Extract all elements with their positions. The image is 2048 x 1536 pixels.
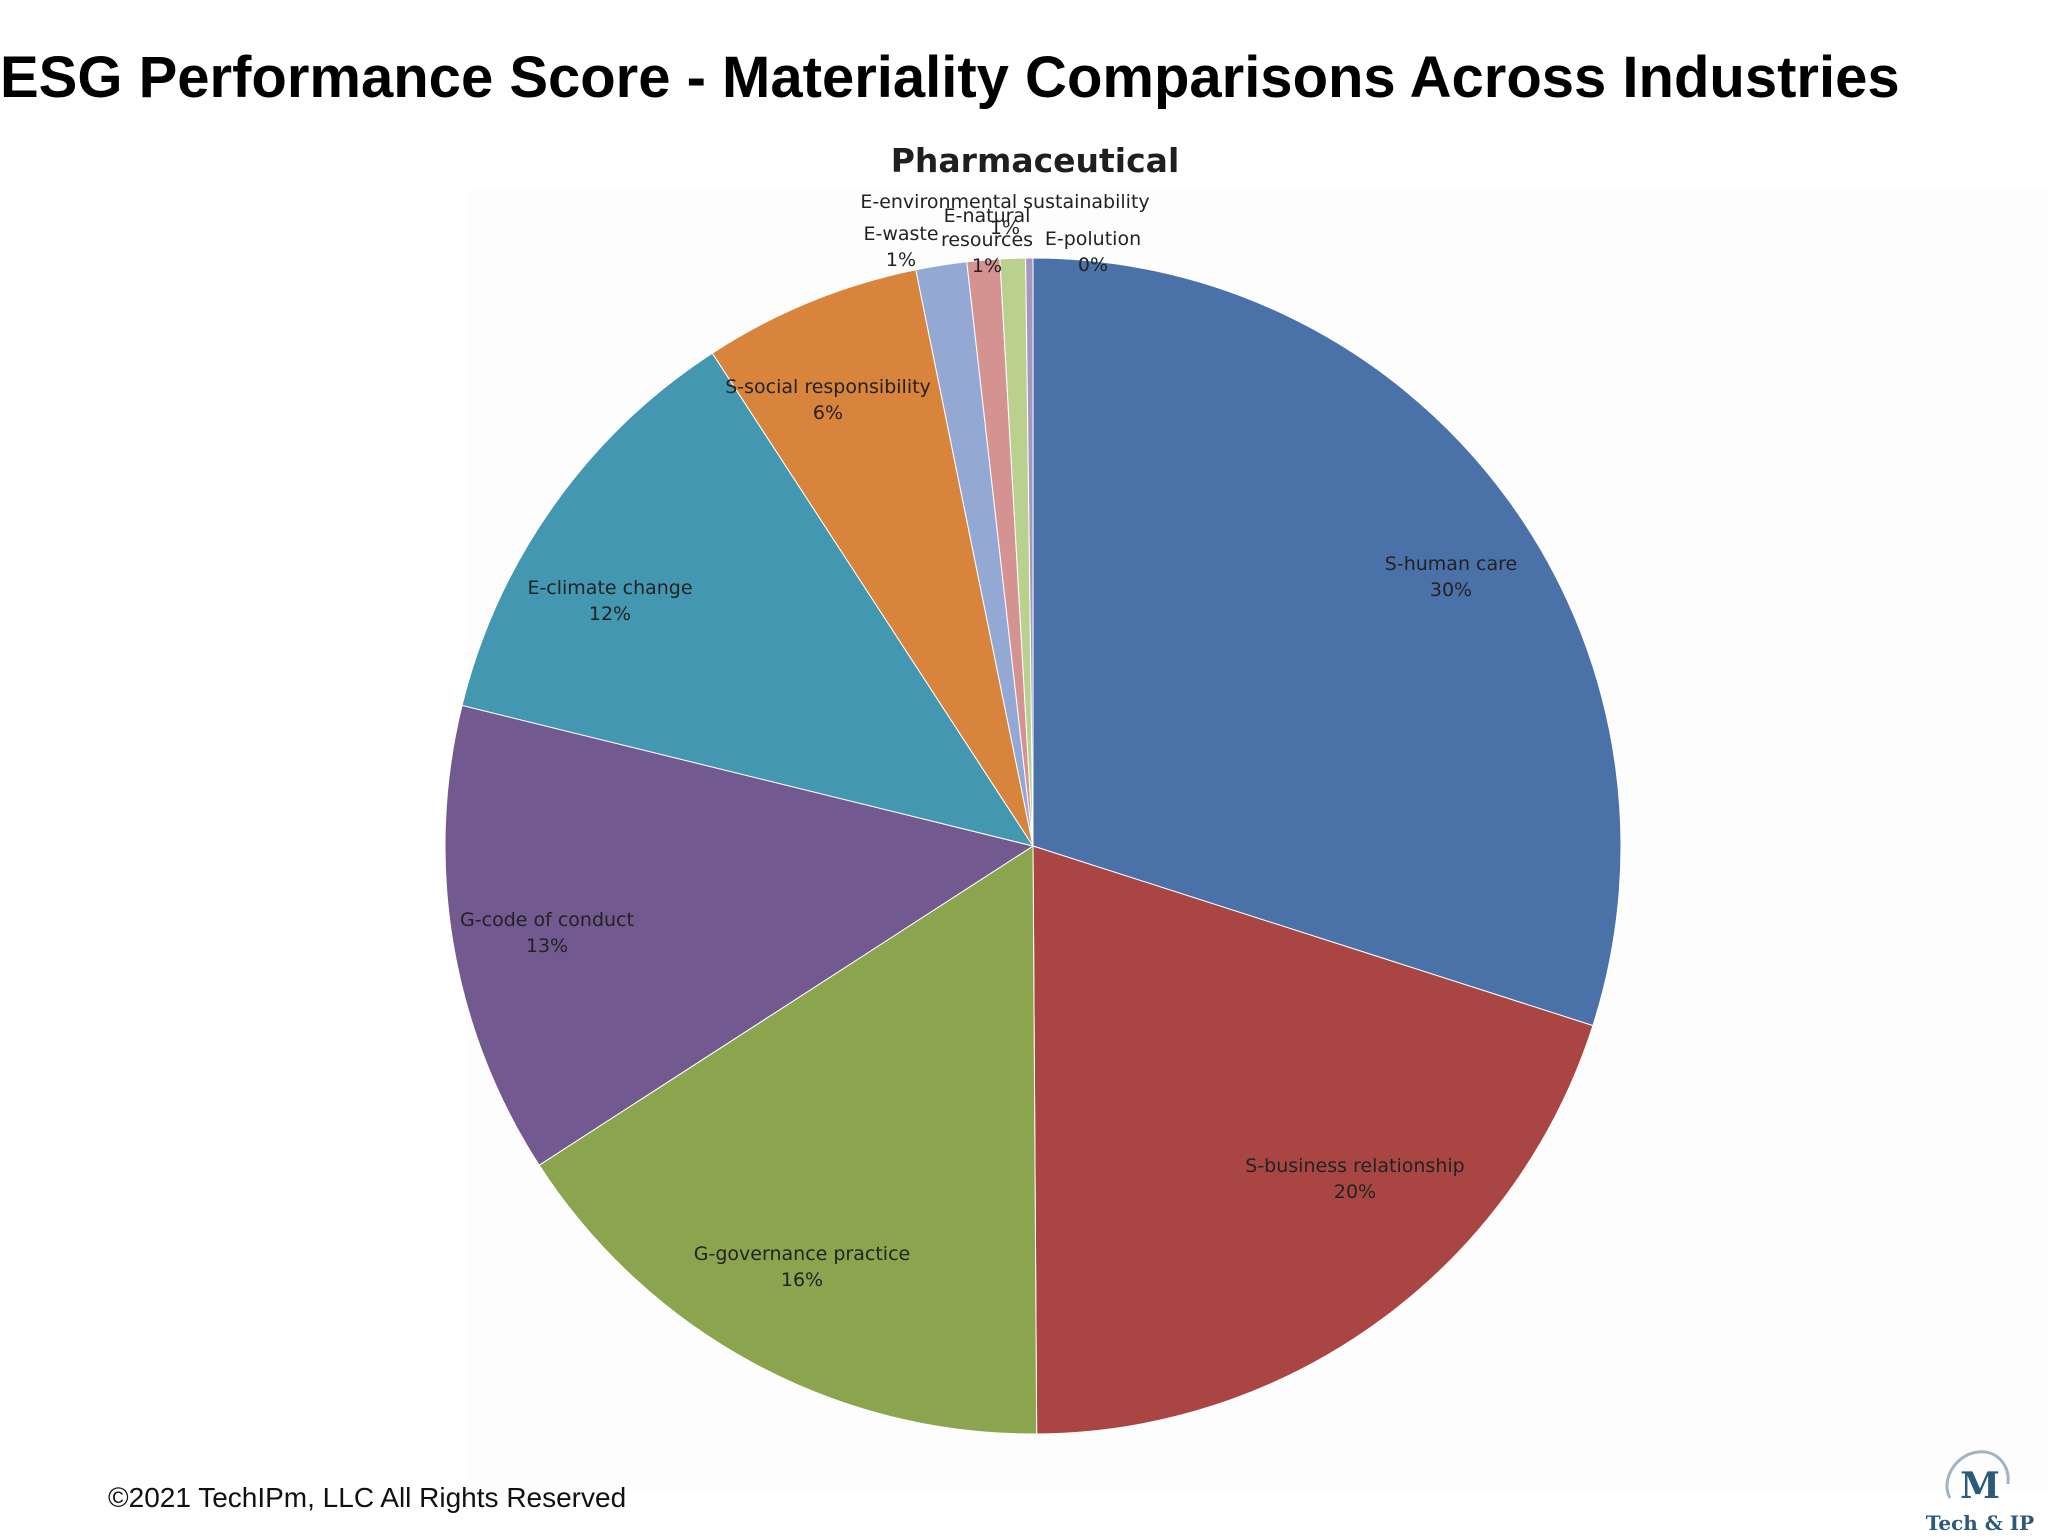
pie-slice-e-climate-change: [461, 352, 1035, 847]
slice-label-s-business-relationship: S-business relationship: [1245, 1155, 1464, 1177]
logo-text: Tech & IP: [1926, 1511, 2034, 1535]
slice-value-s-business-relationship: 20%: [1334, 1181, 1376, 1203]
pie-slice-e-polution: [1025, 257, 1034, 847]
copyright-footer: ©2021 TechIPm, LLC All Rights Reserved: [108, 1482, 627, 1513]
slice-value-e-natural-resources: 1%: [972, 255, 1002, 277]
tech-ip-logo: M Tech & IP: [1926, 1450, 2034, 1535]
slice-label-e-waste: E-waste: [863, 223, 938, 245]
slice-label-g-governance-practice: G-governance practice: [694, 1243, 910, 1265]
slice-label-e-natural-resources: E-natural: [944, 205, 1031, 227]
slice-label-e-climate-change: E-climate change: [527, 577, 692, 599]
pie-slice-s-social-responsibility: [711, 269, 1034, 847]
pie-slices: [444, 257, 1622, 1435]
pie-slice-s-human-care: [1032, 257, 1622, 1027]
pie-slice-g-code-of-conduct: [444, 704, 1035, 1166]
slice-label-g-code-of-conduct: G-code of conduct: [460, 909, 634, 931]
logo-letter: M: [1960, 1465, 2000, 1507]
slice-value-g-code-of-conduct: 13%: [526, 935, 568, 957]
slice-label-s-social-responsibility: S-social responsibility: [725, 376, 931, 398]
slice-label-s-human-care: S-human care: [1385, 553, 1517, 575]
slice-label-e-natural-resources: resources: [941, 229, 1033, 251]
pie-slice-s-business-relationship: [1032, 845, 1594, 1435]
slice-value-s-social-responsibility: 6%: [813, 402, 843, 424]
slice-value-g-governance-practice: 16%: [781, 1269, 823, 1291]
slice-value-e-waste: 1%: [886, 249, 916, 271]
pie-labels: S-human care 30% S-business relationship 20…: [460, 191, 1517, 1291]
pie-slice-g-governance-practice: [538, 845, 1038, 1435]
slice-label-e-polution: E-polution: [1045, 228, 1141, 250]
slice-value-e-polution: 0%: [1078, 254, 1108, 276]
slice-value-e-environmental-sustainability: 1%: [990, 217, 1020, 239]
slice-label-e-environmental-sustainability: E-environmental sustainability: [860, 191, 1149, 213]
page-title: ESG Performance Score - Materiality Comp…: [0, 45, 1900, 110]
slice-value-e-climate-change: 12%: [589, 603, 631, 625]
chart-title: Pharmaceutical: [891, 141, 1180, 180]
logo-swoosh-icon: [1945, 1450, 2010, 1499]
slice-value-s-human-care: 30%: [1430, 579, 1472, 601]
